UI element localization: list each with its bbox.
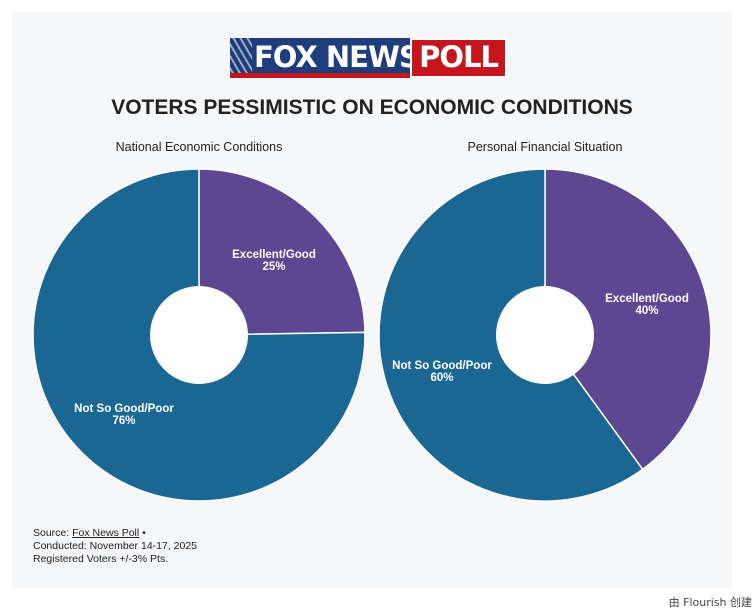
slice-not-so-good-poor[interactable] bbox=[32, 168, 366, 502]
slice-value-label: 60% bbox=[430, 372, 453, 384]
flourish-credit[interactable]: 由 Flourish 创建 bbox=[668, 596, 752, 609]
slice-label: Not So Good/Poor bbox=[392, 360, 492, 372]
sample-margin: Registered Voters +/-3% Pts. bbox=[33, 553, 169, 565]
slice-label: Not So Good/Poor bbox=[74, 403, 174, 415]
source-link[interactable]: Fox News Poll bbox=[72, 527, 140, 539]
chart-subtitle-personal: Personal Financial Situation bbox=[467, 140, 623, 154]
slice-excellent-good[interactable] bbox=[198, 168, 366, 336]
slice-value-label: 76% bbox=[112, 415, 135, 427]
fox-news-poll-logo: FOX NEWS POLL bbox=[230, 38, 507, 78]
slice-label: Excellent/Good bbox=[605, 293, 689, 305]
chart-card: FOX NEWS POLL VOTERS PESSIMISTIC ON ECON… bbox=[12, 12, 732, 588]
source-notes: Source: Fox News Poll • Conducted: Novem… bbox=[33, 527, 197, 566]
slice-excellent-good[interactable] bbox=[544, 168, 712, 471]
conducted-dates: Conducted: November 14-17, 2025 bbox=[33, 540, 198, 552]
slice-label: Excellent/Good bbox=[232, 249, 316, 261]
logo-poll: POLL bbox=[410, 38, 507, 78]
chart-subtitle-national: National Economic Conditions bbox=[115, 140, 283, 154]
chart-title: VOTERS PESSIMISTIC ON ECONOMIC CONDITION… bbox=[111, 96, 633, 119]
donut-hole bbox=[496, 286, 594, 384]
slice-value-label: 40% bbox=[635, 305, 658, 317]
slice-value-label: 25% bbox=[262, 261, 285, 273]
source-bullet: • bbox=[139, 527, 146, 539]
logo-brand: FOX NEWS bbox=[230, 38, 410, 78]
donut-hole bbox=[150, 286, 248, 384]
source-prefix: Source: bbox=[33, 527, 73, 539]
